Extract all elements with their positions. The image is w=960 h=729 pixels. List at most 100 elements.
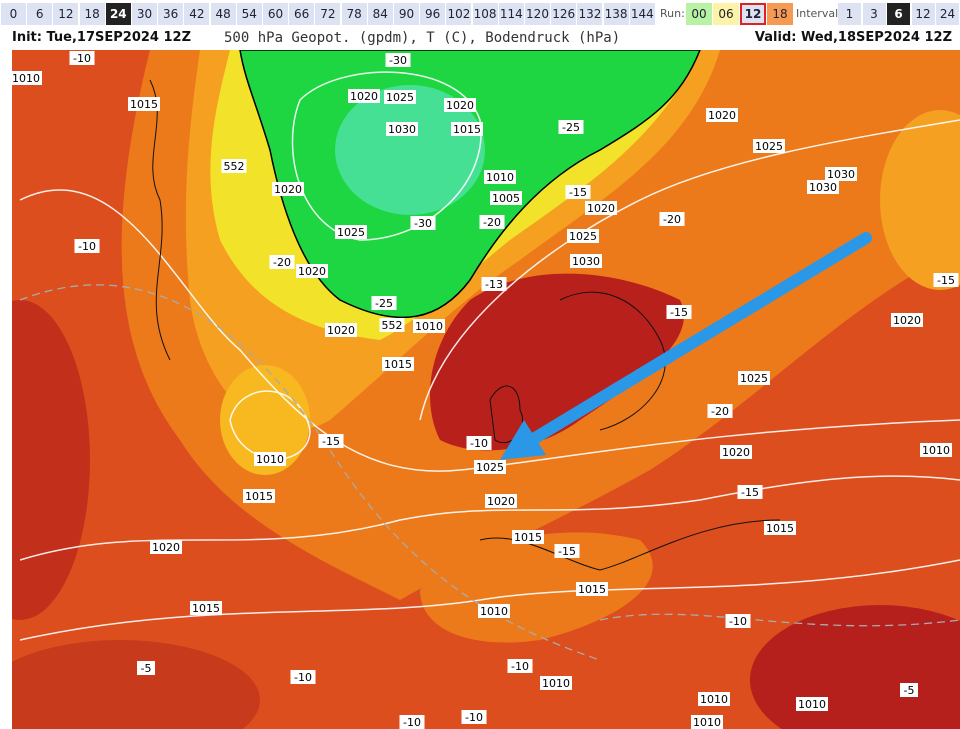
contour-label: 1015 [766, 522, 794, 535]
contour-label: 1020 [722, 446, 750, 459]
contour-label: -10 [470, 437, 488, 450]
toolbar-button[interactable]: 90 [394, 3, 419, 25]
label-box [558, 120, 584, 134]
contour-label: 1030 [827, 168, 855, 181]
label-box [386, 122, 418, 136]
contour-label: 1020 [350, 90, 378, 103]
toolbar-button[interactable]: 144 [629, 3, 655, 25]
toolbar-button[interactable]: 6 [887, 3, 910, 25]
toolbar-button[interactable]: 108 [472, 3, 498, 25]
label-box [753, 139, 785, 153]
contour-label: -10 [465, 711, 483, 724]
label-box [150, 540, 182, 554]
label-box [796, 697, 828, 711]
toolbar-button[interactable]: 78 [341, 3, 367, 25]
toolbar-button[interactable]: 72 [315, 3, 341, 25]
contour-label: 1025 [476, 461, 504, 474]
label-box [900, 683, 918, 697]
contour-label: -15 [558, 545, 576, 558]
contour-label: 1010 [415, 320, 443, 333]
label-box [399, 715, 425, 729]
label-box [479, 215, 505, 229]
contour-label: 1030 [572, 255, 600, 268]
toolbar-button[interactable]: 102 [446, 3, 472, 25]
label-box [570, 254, 602, 268]
label-box [512, 530, 544, 544]
label-box [825, 167, 857, 181]
contour-label: 1015 [514, 531, 542, 544]
toolbar-button[interactable]: 54 [236, 3, 262, 25]
label-box [451, 122, 483, 136]
label-box [737, 485, 763, 499]
toolbar-button[interactable]: 48 [210, 3, 236, 25]
toolbar-button[interactable]: 126 [551, 3, 577, 25]
toolbar-button[interactable]: 66 [289, 3, 315, 25]
contour-label: 1010 [480, 605, 508, 618]
label-box [478, 604, 510, 618]
label-box [137, 661, 155, 675]
contour-label: 1015 [245, 490, 273, 503]
contour-label: 1020 [152, 541, 180, 554]
label-box [296, 264, 328, 278]
toolbar-button[interactable]: 0 [1, 3, 26, 25]
toolbar-button[interactable]: 36 [158, 3, 184, 25]
toolbar-button[interactable]: 30 [132, 3, 157, 25]
toolbar-button[interactable]: 24 [936, 3, 959, 25]
contour-label: 1020 [446, 99, 474, 112]
valid-time: Valid: Wed,18SEP2024 12Z [754, 30, 952, 45]
toolbar-button[interactable]: 96 [420, 3, 446, 25]
contour-label: 1010 [256, 453, 284, 466]
contour-label: 1015 [384, 358, 412, 371]
header: Init: Tue,17SEP2024 12Z 500 hPa Geopot. … [12, 30, 960, 50]
contour-label: 1020 [487, 495, 515, 508]
toolbar-button[interactable]: 18 [767, 3, 793, 25]
contour-label: 1010 [12, 72, 40, 85]
contour-label: -10 [78, 240, 96, 253]
toolbar-button[interactable]: 00 [686, 3, 712, 25]
contour-label: 1030 [809, 181, 837, 194]
toolbar-button[interactable]: 24 [105, 3, 131, 25]
contour-label: 1015 [192, 602, 220, 615]
label-box [565, 185, 591, 199]
contour-label: -10 [73, 52, 91, 65]
contour-label: 1015 [453, 123, 481, 136]
toolbar-button[interactable]: 60 [263, 3, 288, 25]
label-box [490, 191, 522, 205]
label-box [254, 452, 286, 466]
toolbar-button[interactable]: 18 [79, 3, 105, 25]
init-time: Init: Tue,17SEP2024 12Z [12, 30, 192, 45]
toolbar-button[interactable]: 84 [367, 3, 393, 25]
weather-map: 1010 -10 -30 1015 1020 1025 1020 1030 1015 -25 102… [12, 50, 960, 729]
contour-label: -15 [937, 274, 955, 287]
label-box [485, 494, 517, 508]
toolbar-button[interactable]: 138 [603, 3, 629, 25]
label-box [698, 692, 730, 706]
toolbar-button[interactable]: 06 [713, 3, 739, 25]
contour-label: -10 [729, 615, 747, 628]
label-box [290, 670, 316, 684]
label-box [243, 489, 275, 503]
toolbar-button[interactable]: 114 [498, 3, 524, 25]
toolbar-button[interactable]: 132 [577, 3, 603, 25]
toolbar-button[interactable]: 12 [53, 3, 79, 25]
label-box [379, 318, 405, 332]
label-box [706, 108, 738, 122]
toolbar-button[interactable]: 1 [838, 3, 861, 25]
contour-label: 1010 [798, 698, 826, 711]
label-box [269, 255, 295, 269]
label-box [659, 212, 685, 226]
label-box [348, 89, 380, 103]
contour-label: -20 [483, 216, 501, 229]
toolbar-button[interactable]: 42 [184, 3, 210, 25]
label-box [371, 296, 397, 310]
label-box [691, 715, 723, 729]
toolbar-button[interactable]: 3 [862, 3, 886, 25]
toolbar-button[interactable]: 6 [27, 3, 53, 25]
contour-label: 1010 [700, 693, 728, 706]
toolbar-button[interactable]: 12 [740, 3, 766, 25]
contour-label: 1025 [755, 140, 783, 153]
toolbar-button[interactable]: 120 [525, 3, 550, 25]
label-box [484, 170, 516, 184]
toolbar-button[interactable]: 12 [911, 3, 935, 25]
